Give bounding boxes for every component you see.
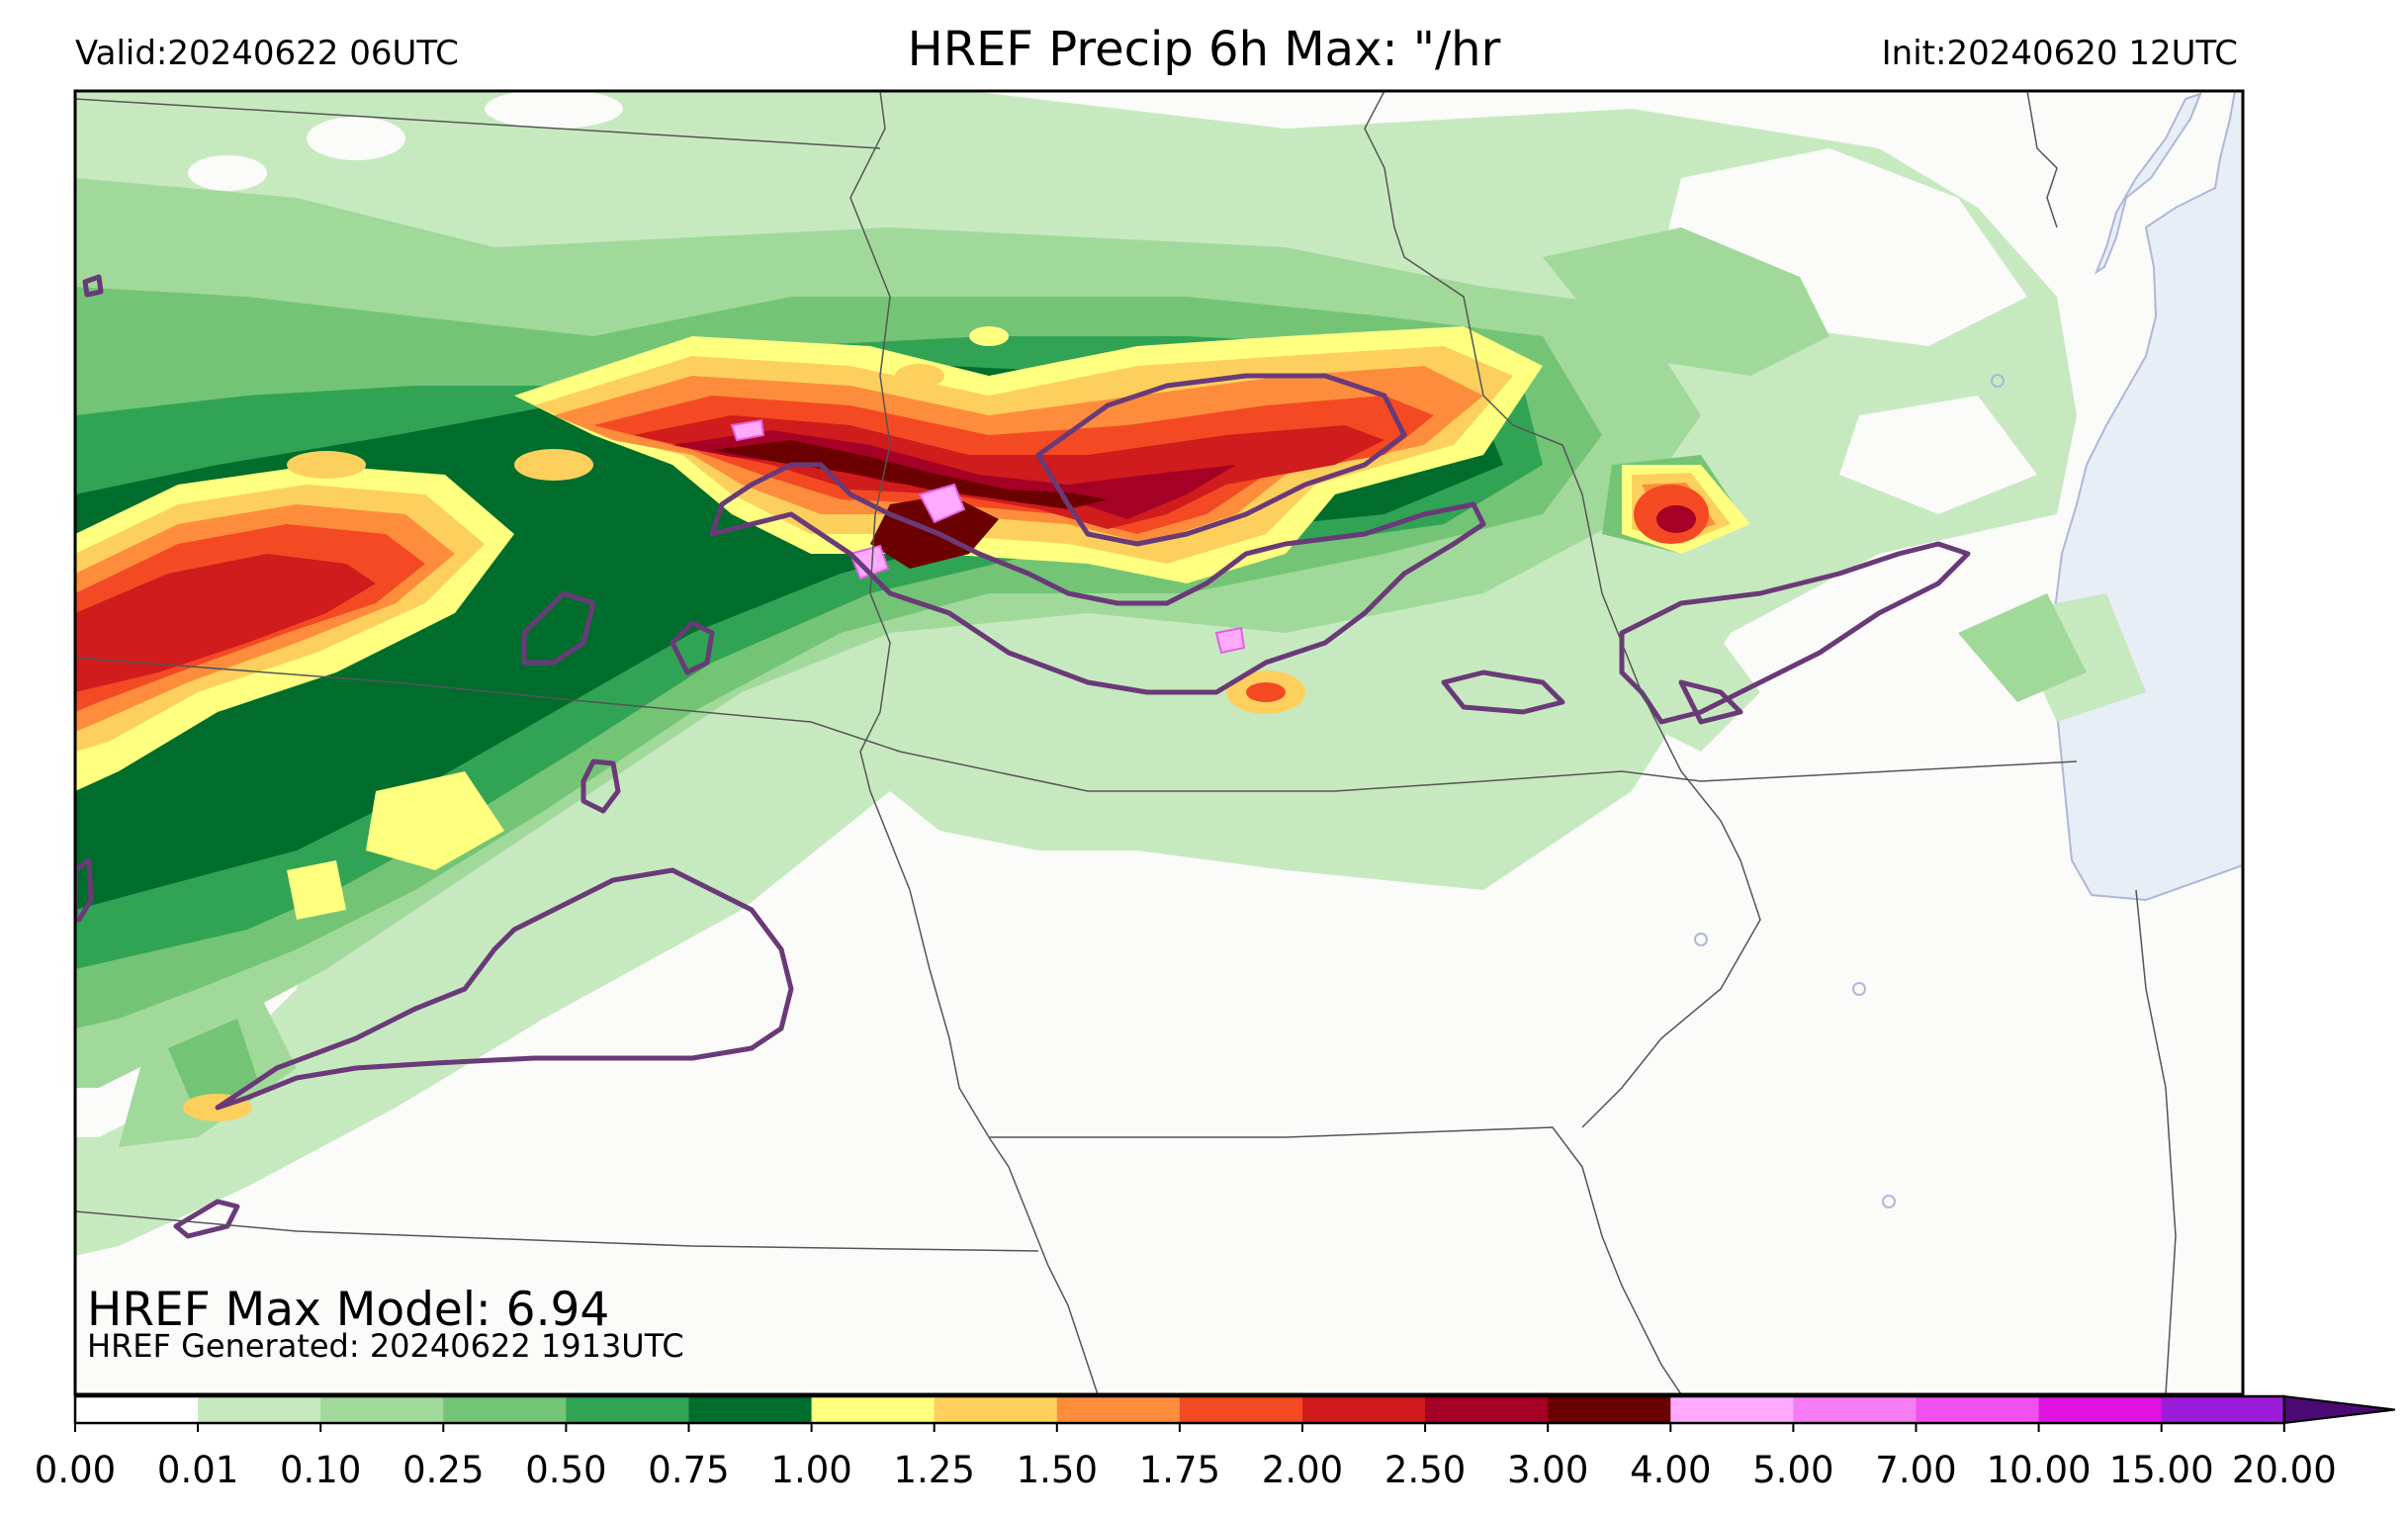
colorbar-tick-label: 20.00: [2231, 1449, 2337, 1491]
colorbar-cell: [2161, 1396, 2285, 1423]
init-time-label: Init:20240620 12UTC: [1881, 34, 2238, 73]
chart-title: HREF Precip 6h Max: "/hr: [907, 22, 1501, 77]
colorbar-tick-label: 0.75: [648, 1449, 730, 1491]
colorbar-tick-label: 0.25: [402, 1449, 485, 1491]
colorbar-cell: [1548, 1396, 1671, 1423]
colorbar-cell: [1916, 1396, 2040, 1423]
colorbar-cell: [1425, 1396, 1549, 1423]
colorbar-tick-label: 1.00: [770, 1449, 852, 1491]
colorbar-cell: [443, 1396, 567, 1423]
colorbar-tick-label: 0.50: [525, 1449, 607, 1491]
colorbar-extend-arrow: [2282, 1394, 2395, 1425]
colorbar-cell: [2038, 1396, 2163, 1423]
colorbar-cell: [934, 1396, 1058, 1423]
map-frame: [73, 89, 2245, 1396]
colorbar-tick-label: 15.00: [2108, 1449, 2214, 1491]
colorbar-tick-label: 0.10: [279, 1449, 362, 1491]
colorbar-cell: [1179, 1396, 1303, 1423]
colorbar-tick-label: 1.50: [1016, 1449, 1098, 1491]
colorbar-tick-label: 4.00: [1630, 1449, 1712, 1491]
colorbar-cell: [75, 1396, 199, 1423]
precip-pink: [730, 418, 1246, 655]
lake-edges: [1694, 374, 2005, 1208]
generated-annotation: HREF Generated: 20240622 1913UTC: [87, 1327, 684, 1365]
colorbar-tick-label: 10.00: [1986, 1449, 2092, 1491]
colorbar-tick-label: 1.25: [893, 1449, 975, 1491]
colorbar-cell: [1302, 1396, 1426, 1423]
colorbar-tick-label: 2.00: [1261, 1449, 1344, 1491]
colorbar-cell: [320, 1396, 444, 1423]
contour-lines: [75, 274, 1971, 1239]
colorbar-cell: [198, 1396, 321, 1423]
green-bay: [2094, 92, 2202, 275]
colorbar-tick-label: 7.00: [1875, 1449, 1957, 1491]
colorbar-cell: [1670, 1396, 1794, 1423]
colorbar-tick-label: 3.00: [1506, 1449, 1589, 1491]
colorbar-cell: [688, 1396, 813, 1423]
valid-time-label: Valid:20240622 06UTC: [75, 34, 459, 73]
state-boundaries: [75, 91, 2177, 1394]
max-model-annotation: HREF Max Model: 6.94: [87, 1283, 610, 1337]
colorbar-tick-label: 0.01: [156, 1449, 239, 1491]
colorbar-cell: [1056, 1396, 1181, 1423]
colorbar-tick-label: 2.50: [1383, 1449, 1467, 1491]
colorbar-cell: [811, 1396, 936, 1423]
colorbar-cell: [566, 1396, 690, 1423]
colorbar-cell: [1793, 1396, 1917, 1423]
colorbar-tick-label: 5.00: [1752, 1449, 1834, 1491]
colorbar-tick-label: 1.75: [1138, 1449, 1221, 1491]
colorbar-tick-label: 0.00: [34, 1449, 117, 1491]
